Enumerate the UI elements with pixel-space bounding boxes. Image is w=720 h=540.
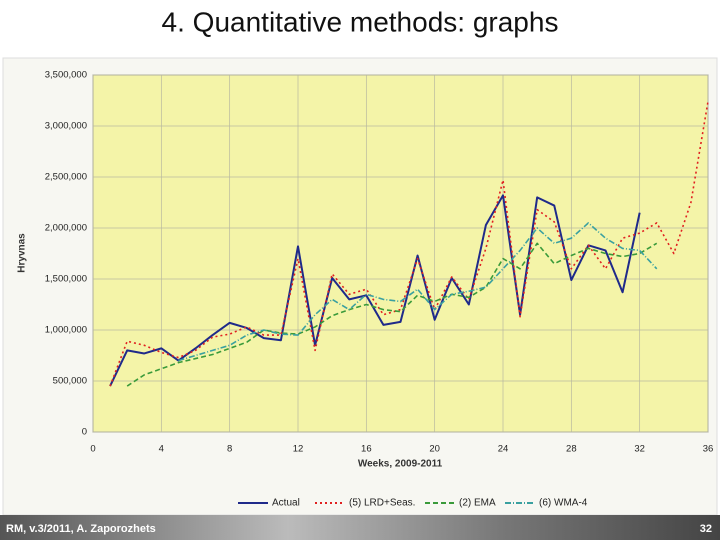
x-tick-label: 32 — [634, 444, 645, 455]
legend-label: (6) WMA-4 — [539, 498, 588, 509]
x-tick-label: 16 — [361, 444, 372, 455]
page-number: 32 — [700, 523, 712, 535]
footer-bar — [0, 515, 720, 540]
x-tick-label: 24 — [498, 444, 509, 455]
series-line — [126, 242, 658, 387]
series-line — [109, 194, 641, 387]
footer-text: RM, v.3/2011, A. Zaporozhets — [6, 523, 156, 535]
slide-title: 4. Quantitative methods: graphs — [162, 6, 559, 37]
y-tick-label: 2,000,000 — [45, 223, 87, 234]
y-tick-label: 3,500,000 — [45, 70, 87, 81]
legend-label: (5) LRD+Seas. — [349, 498, 415, 509]
x-tick-label: 28 — [566, 444, 577, 455]
y-axis-label: Hryvnas — [17, 233, 28, 273]
y-tick-label: 500,000 — [53, 376, 87, 387]
x-tick-label: 20 — [429, 444, 440, 455]
legend-label: Actual — [272, 498, 300, 509]
x-tick-label: 36 — [703, 444, 714, 455]
legend-label: (2) EMA — [459, 498, 496, 509]
y-tick-label: 0 — [82, 427, 87, 438]
y-tick-label: 2,500,000 — [45, 172, 87, 183]
plot-area — [92, 74, 709, 433]
x-axis-label: Weeks, 2009-2011 — [358, 459, 443, 470]
x-tick-label: 0 — [90, 444, 95, 455]
x-tick-label: 4 — [159, 444, 164, 455]
series-line — [178, 222, 658, 362]
x-tick-label: 12 — [293, 444, 304, 455]
x-tick-label: 8 — [227, 444, 232, 455]
y-tick-label: 1,000,000 — [45, 325, 87, 336]
y-tick-label: 1,500,000 — [45, 274, 87, 285]
y-tick-label: 3,000,000 — [45, 121, 87, 132]
